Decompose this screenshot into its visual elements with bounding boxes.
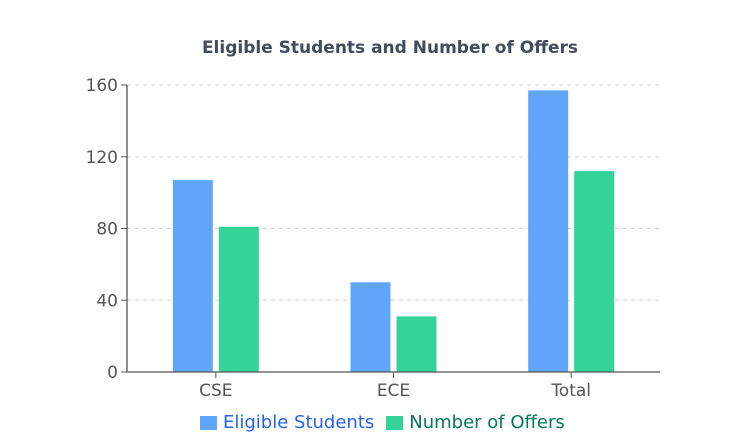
legend-label: Eligible Students	[223, 412, 375, 433]
x-tick-label: ECE	[377, 381, 410, 401]
chart-title: Eligible Students and Number of Offers	[201, 38, 579, 58]
y-tick-label: 0	[107, 363, 118, 383]
bar-ece-number-of-offers[interactable]	[396, 316, 437, 372]
x-tick-label: Total	[550, 381, 591, 401]
bar-cse-number-of-offers[interactable]	[218, 226, 259, 372]
y-tick-label: 160	[86, 76, 118, 96]
bar-total-number-of-offers[interactable]	[574, 171, 615, 372]
y-tick-label: 40	[96, 291, 118, 311]
bar-total-eligible-students[interactable]	[528, 90, 569, 372]
y-tick-label: 80	[96, 220, 118, 240]
axes: 0 40 80 120 160 CSE ECE Total	[86, 76, 660, 401]
y-tick-label: 120	[86, 148, 118, 168]
legend-swatch-icon	[200, 415, 217, 430]
x-tick-label: CSE	[199, 381, 232, 401]
legend: Eligible Students Number of Offers	[200, 412, 577, 433]
legend-swatch-icon	[386, 415, 404, 430]
bar-cse-eligible-students[interactable]	[172, 180, 213, 372]
legend-label: Number of Offers	[409, 412, 565, 433]
legend-item-eligible-students[interactable]: Eligible Students	[200, 412, 374, 433]
legend-item-number-of-offers[interactable]: Number of Offers	[386, 412, 565, 433]
gridlines	[127, 84, 660, 301]
bars	[172, 90, 615, 372]
bar-ece-eligible-students[interactable]	[350, 282, 391, 372]
